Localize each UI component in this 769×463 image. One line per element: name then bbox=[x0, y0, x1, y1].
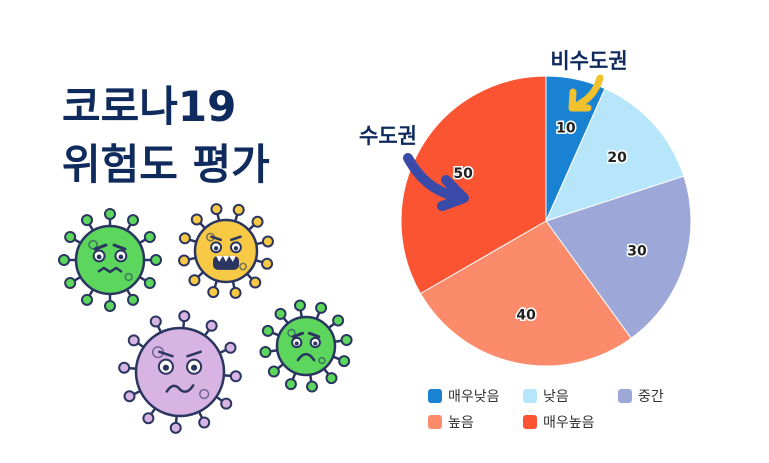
pie-chart bbox=[400, 75, 692, 367]
non-metro-arrow-icon bbox=[568, 74, 604, 112]
pie-slice-4 bbox=[419, 220, 632, 367]
legend-label: 중간 bbox=[638, 389, 664, 405]
legend-label: 매우낮음 bbox=[448, 389, 500, 405]
metro-arrow-icon bbox=[403, 153, 469, 211]
legend-label: 낮음 bbox=[543, 389, 569, 405]
legend-item: 매우낮음 bbox=[428, 386, 523, 406]
pie-value-label: 40 bbox=[516, 308, 536, 324]
yellow-scared-virus-icon bbox=[178, 203, 274, 299]
pie-data-labels: 10 20 30 40 50 bbox=[452, 119, 649, 325]
title-line-1: 코로나19 bbox=[62, 82, 237, 131]
title-line-2: 위험도 평가 bbox=[62, 140, 270, 189]
legend-item: 중간 bbox=[618, 386, 678, 406]
legend-item: 매우높음 bbox=[523, 412, 618, 432]
legend-label: 높음 bbox=[448, 415, 474, 431]
legend-item: 낮음 bbox=[523, 386, 618, 406]
pie-slice-5 bbox=[400, 75, 547, 295]
legend-swatch bbox=[523, 415, 537, 429]
green-frown-virus-icon bbox=[259, 299, 353, 393]
pie-slice-3 bbox=[545, 175, 692, 340]
pie-slice-2 bbox=[545, 87, 685, 222]
legend-label: 매우높음 bbox=[543, 415, 595, 431]
page-title: 코로나19 위험도 평가 bbox=[62, 78, 270, 194]
legend-swatch bbox=[618, 389, 632, 403]
metro-annotation: 수도권 bbox=[359, 124, 417, 148]
virus-illustrations bbox=[58, 203, 353, 434]
green-angry-virus-icon bbox=[58, 208, 162, 312]
pie-value-label: 30 bbox=[627, 244, 647, 260]
purple-worried-virus-icon bbox=[118, 310, 242, 434]
legend-swatch bbox=[428, 389, 442, 403]
pie-value-label: 10 bbox=[556, 120, 576, 136]
non-metro-annotation: 비수도권 bbox=[550, 49, 627, 73]
pie-value-label: 20 bbox=[607, 150, 627, 166]
legend-swatch bbox=[523, 389, 537, 403]
legend-swatch bbox=[428, 415, 442, 429]
legend-item: 높음 bbox=[428, 412, 523, 432]
pie-value-label: 50 bbox=[453, 166, 473, 182]
